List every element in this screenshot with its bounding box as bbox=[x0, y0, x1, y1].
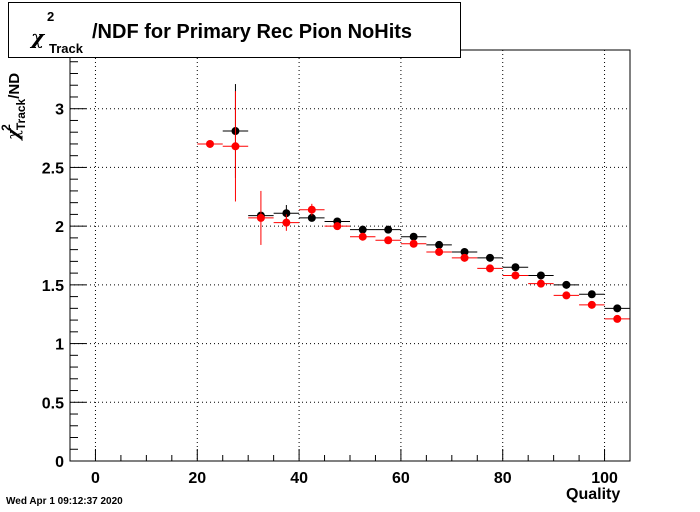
data-point bbox=[562, 291, 571, 300]
data-point bbox=[307, 213, 316, 222]
y-tick-label: 0.5 bbox=[42, 395, 64, 412]
title-chi-symbol: χ bbox=[31, 25, 45, 49]
data-point bbox=[613, 314, 622, 323]
data-point bbox=[333, 222, 342, 231]
axis-ticks bbox=[69, 61, 631, 462]
data-point bbox=[256, 213, 265, 222]
data-point bbox=[460, 247, 469, 256]
y-tick-label: 3 bbox=[55, 102, 64, 119]
series-0 bbox=[222, 84, 630, 313]
x-tick-label: 80 bbox=[494, 470, 512, 487]
data-point bbox=[613, 304, 622, 313]
x-tick-label: 0 bbox=[91, 470, 100, 487]
data-point bbox=[282, 218, 291, 227]
data-point bbox=[231, 142, 240, 151]
y-label-superscript: 2 bbox=[0, 124, 13, 131]
data-point bbox=[358, 232, 367, 241]
x-tick-label: 60 bbox=[392, 470, 410, 487]
x-tick-label: 100 bbox=[591, 470, 618, 487]
data-point bbox=[358, 225, 367, 234]
y-tick-label: 2 bbox=[55, 219, 64, 236]
y-tick-labels: 0 0.5 1 1.5 2 2.5 3 bbox=[42, 102, 64, 471]
data-point bbox=[536, 279, 545, 288]
x-axis-label: Quality bbox=[566, 486, 621, 503]
data-point bbox=[460, 253, 469, 262]
x-tick-label: 20 bbox=[188, 470, 206, 487]
y-label-subscript: Track bbox=[14, 98, 28, 131]
data-point bbox=[206, 139, 214, 148]
data-point bbox=[409, 239, 418, 248]
y-tick-label: 1 bbox=[55, 337, 64, 354]
series-1 bbox=[197, 91, 630, 323]
data-point bbox=[282, 209, 291, 218]
data-point bbox=[536, 271, 545, 280]
x-tick-label: 40 bbox=[290, 470, 308, 487]
y-label-rest: /ND bbox=[6, 72, 23, 99]
y-axis-label: χ2Track/ND bbox=[0, 20, 28, 140]
title-text: /NDF for Primary Rec Pion NoHits bbox=[92, 21, 413, 43]
y-tick-label: 1.5 bbox=[42, 278, 64, 295]
data-series bbox=[197, 84, 630, 323]
data-point bbox=[486, 264, 494, 273]
title-subscript: Track bbox=[49, 41, 83, 56]
data-point bbox=[384, 225, 393, 234]
data-point bbox=[587, 300, 596, 309]
data-point bbox=[587, 290, 596, 299]
data-point bbox=[511, 271, 520, 280]
y-tick-label: 0 bbox=[55, 454, 64, 471]
chart-title: χ 2 Track /NDF for Primary Rec Pion NoHi… bbox=[8, 2, 461, 58]
data-point bbox=[307, 205, 316, 214]
data-point bbox=[486, 253, 494, 262]
data-point bbox=[409, 232, 418, 241]
data-point bbox=[384, 236, 393, 245]
x-tick-labels: 0 20 40 60 80 100 bbox=[91, 470, 618, 487]
title-superscript: 2 bbox=[47, 9, 55, 24]
data-point bbox=[511, 263, 520, 272]
grid-lines bbox=[70, 50, 630, 462]
y-tick-label: 2.5 bbox=[42, 160, 64, 177]
data-point bbox=[562, 280, 571, 289]
plot-frame bbox=[69, 49, 631, 462]
timestamp-footer: Wed Apr 1 09:12:37 2020 bbox=[6, 496, 123, 507]
data-point bbox=[435, 240, 444, 249]
data-point bbox=[435, 247, 444, 256]
